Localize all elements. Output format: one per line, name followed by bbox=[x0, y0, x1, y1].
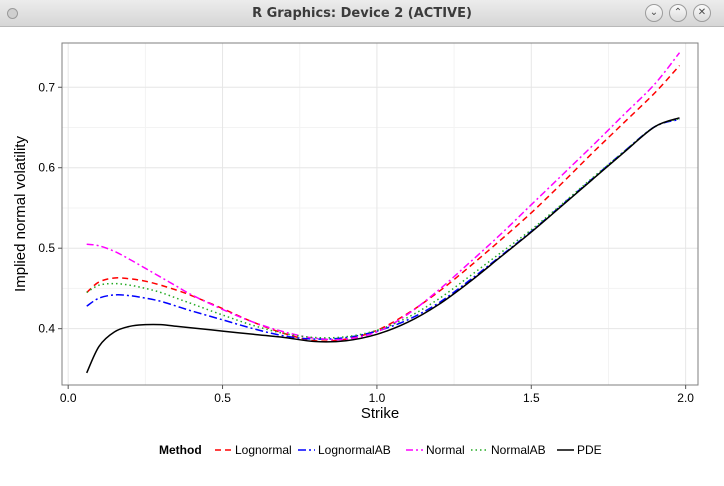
legend-label-lognormalab: LognormalAB bbox=[318, 443, 391, 457]
legend-title: Method bbox=[159, 443, 202, 457]
x-tick-label: 1.5 bbox=[523, 391, 540, 405]
x-tick-label: 1.0 bbox=[369, 391, 386, 405]
close-button[interactable]: ✕ bbox=[693, 4, 711, 22]
series-line-lognormal bbox=[86, 65, 681, 342]
close-icon: ✕ bbox=[697, 7, 707, 18]
plot-area: 0.0 0.5 1.0 1.5 2.0 0.4 0.5 0.6 0.7 Strike Impli… bbox=[0, 27, 724, 486]
chevron-up-icon: ⌃ bbox=[673, 7, 683, 18]
legend-label-normalab: NormalAB bbox=[491, 443, 546, 457]
legend: Method Lognormal LognormalAB Normal NormalAB… bbox=[159, 443, 602, 457]
y-tick-label: 0.7 bbox=[38, 80, 55, 94]
axes: 0.0 0.5 1.0 1.5 2.0 0.4 0.5 0.6 0.7 bbox=[38, 80, 694, 405]
minimize-button[interactable]: ⌄ bbox=[645, 4, 663, 22]
x-axis-label: Strike bbox=[361, 405, 399, 422]
panel-border bbox=[61, 42, 699, 386]
series-lines bbox=[86, 52, 681, 374]
x-tick-label: 0.5 bbox=[214, 391, 231, 405]
y-tick-label: 0.6 bbox=[38, 161, 55, 175]
legend-label-normal: Normal bbox=[426, 443, 465, 457]
series-line-pde bbox=[86, 117, 680, 374]
chevron-down-icon: ⌄ bbox=[649, 7, 659, 18]
legend-label-lognormal: Lognormal bbox=[235, 443, 292, 457]
window-title: R Graphics: Device 2 (ACTIVE) bbox=[252, 6, 472, 21]
y-axis-label: Implied normal volatility bbox=[12, 136, 29, 292]
window-menu-icon[interactable] bbox=[7, 8, 18, 19]
y-tick-label: 0.4 bbox=[38, 322, 55, 336]
series-line-normal bbox=[86, 52, 681, 341]
title-bar[interactable]: R Graphics: Device 2 (ACTIVE) ⌄ ⌃ ✕ bbox=[0, 0, 724, 27]
grid-lines bbox=[62, 43, 698, 385]
x-tick-label: 0.0 bbox=[60, 391, 77, 405]
maximize-button[interactable]: ⌃ bbox=[669, 4, 687, 22]
legend-label-pde: PDE bbox=[577, 443, 602, 457]
x-tick-label: 2.0 bbox=[677, 391, 694, 405]
series-line-normalab bbox=[86, 117, 680, 339]
plot-background bbox=[0, 27, 724, 486]
y-tick-label: 0.5 bbox=[38, 241, 55, 255]
